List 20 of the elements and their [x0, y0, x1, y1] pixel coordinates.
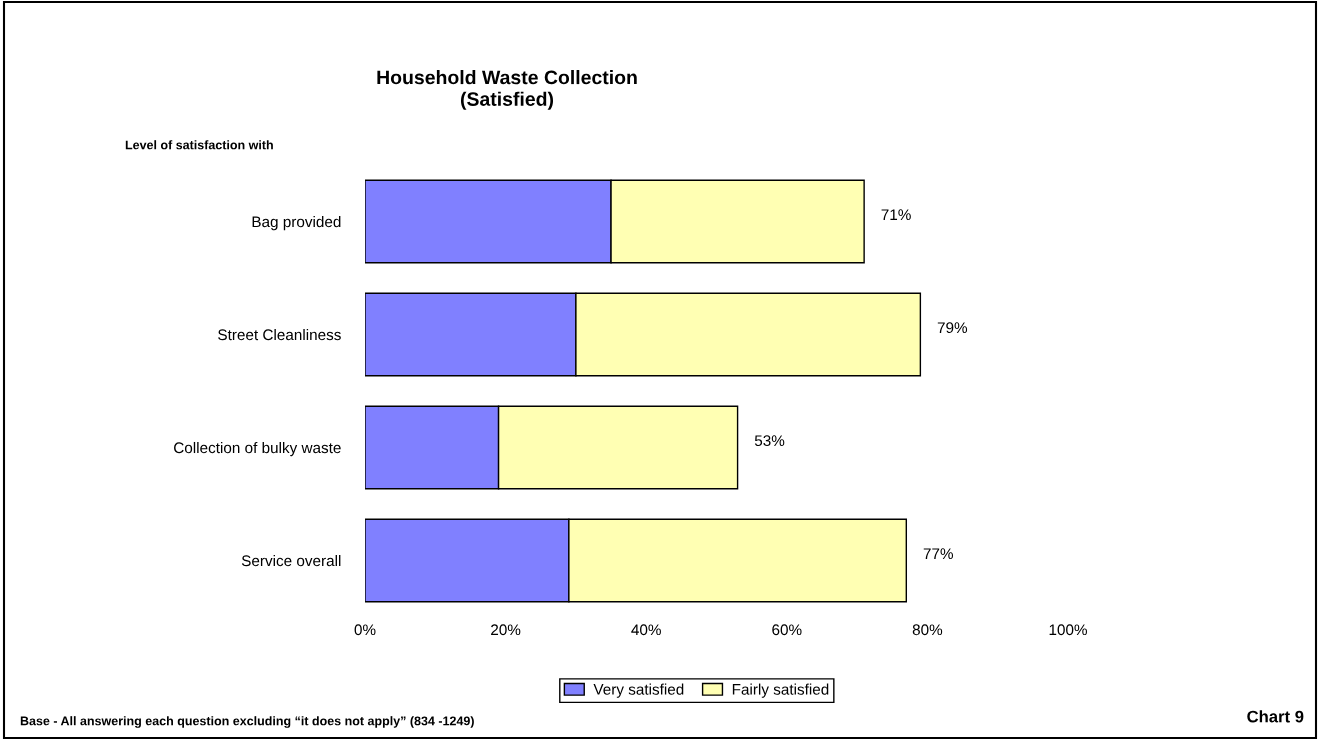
x-tick-label: 40% — [631, 624, 661, 636]
total-label: 71% — [881, 209, 911, 220]
x-tick-label: 60% — [772, 624, 802, 636]
y-tick-label: Street Cleanliness — [218, 328, 341, 341]
x-tick-label: 20% — [491, 624, 521, 636]
total-label: 77% — [923, 548, 954, 559]
legend-label: Fairly satisfied — [732, 683, 829, 698]
y-tick-label: Bag provided — [252, 215, 341, 231]
y-tick-label: Collection of bulky waste — [174, 441, 341, 457]
text: Base - All answering each question excluding “it does not apply” (834 -1249) — [20, 716, 474, 728]
x-tick-label: 100% — [1049, 624, 1087, 636]
total-label: 53% — [754, 435, 785, 447]
chart-title: Household Waste Collection (Satisfied) — [377, 70, 637, 110]
text: Level of satisfaction with — [125, 140, 273, 150]
y-tick-label: Service overall — [241, 554, 341, 567]
x-tick-label: 80% — [912, 624, 943, 636]
total-label: 79% — [937, 322, 968, 334]
legend-label: Very satisfied — [593, 683, 684, 698]
x-tick-label: 0% — [354, 624, 376, 636]
caption: Chart 9 — [1247, 710, 1304, 723]
